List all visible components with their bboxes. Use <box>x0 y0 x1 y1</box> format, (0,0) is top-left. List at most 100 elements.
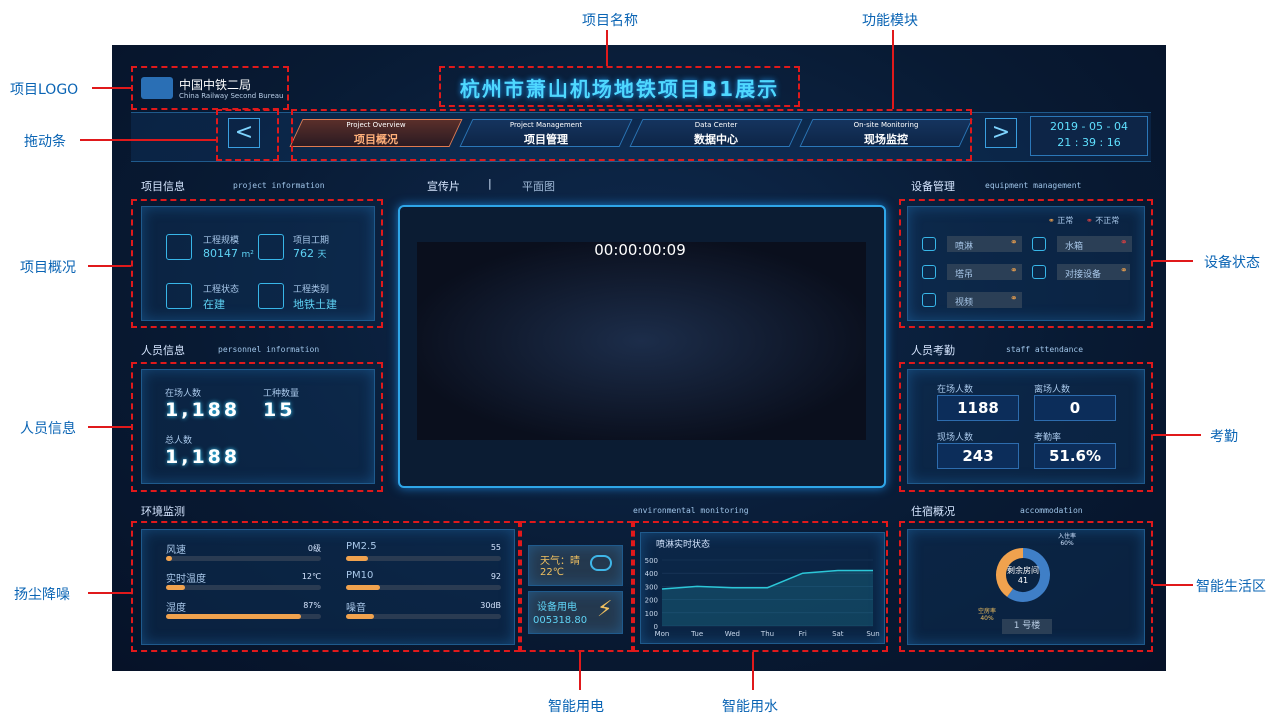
status-icon: ⚭ <box>1010 266 1018 276</box>
value: 地铁土建 <box>293 298 337 311</box>
legend-text: 不正常 <box>1095 216 1120 225</box>
date: 2019 - 05 - 04 <box>1050 120 1128 133</box>
equipment-label: 水箱 <box>1065 242 1084 252</box>
env-value: 87% <box>303 601 321 610</box>
logo-en: China Railway Second Bureau <box>179 92 284 100</box>
value: 15 <box>263 399 296 421</box>
env-track <box>346 614 501 619</box>
section-title: 项目信息 <box>141 180 185 193</box>
env-value: 30dB <box>480 601 501 610</box>
env-track <box>166 614 321 619</box>
env-fill <box>346 614 374 619</box>
equipment-icon <box>1032 265 1046 279</box>
weather: 天气：晴 <box>540 556 580 567</box>
x-tick-label: Sun <box>866 630 879 638</box>
power-value: 005318.80 <box>533 615 588 626</box>
y-tick-label: 500 <box>645 557 658 565</box>
equipment-icon <box>922 293 936 307</box>
attendance-label: 考勤率 <box>1034 433 1062 443</box>
equipment-label: 喷淋 <box>955 242 974 252</box>
annotation: 项目名称 <box>582 13 638 29</box>
legend-normal: ⚭ 正常 <box>1048 216 1074 225</box>
nav-prev[interactable]: < <box>228 118 260 148</box>
env-value: 12℃ <box>301 572 321 581</box>
leader <box>752 652 754 690</box>
y-tick-label: 100 <box>645 610 658 618</box>
label: 工程规模 <box>203 236 240 246</box>
status-icon: ⚭ <box>1120 266 1128 276</box>
segment-value: 60% <box>1060 540 1074 547</box>
nav-cn: 数据中心 <box>694 133 738 146</box>
annotation-box <box>439 66 800 107</box>
annotation-box <box>899 199 1153 328</box>
env-value: 0级 <box>307 544 321 553</box>
leader <box>579 652 581 690</box>
tab[interactable]: 平面图 <box>522 180 555 193</box>
nav-en: Data Center <box>694 121 738 129</box>
section-subtitle: staff attendance <box>1006 345 1084 354</box>
chart-title: 喷淋实时状态 <box>656 538 710 550</box>
attendance-value: 1188 <box>937 395 1019 421</box>
y-tick-label: 200 <box>645 597 658 605</box>
x-tick-label: Wed <box>725 630 740 638</box>
equipment-icon <box>922 265 936 279</box>
icon <box>258 283 284 309</box>
section-title: 人员考勤 <box>911 344 955 357</box>
leader <box>606 30 608 66</box>
env-value: 55 <box>490 543 501 552</box>
nav-cn: 项目概况 <box>354 133 398 146</box>
annotation: 智能生活区 <box>1196 579 1266 595</box>
label: 工程状态 <box>203 285 240 295</box>
leader <box>80 139 216 141</box>
env-fill <box>166 556 173 561</box>
annotation-box <box>131 362 383 492</box>
env-track <box>166 585 321 590</box>
annotation-box <box>633 521 888 652</box>
building-button[interactable]: 1 号楼 <box>1002 619 1052 634</box>
donut-segment <box>1007 548 1050 602</box>
leader <box>1153 260 1193 262</box>
leader <box>892 30 894 109</box>
tab-separator: | <box>488 177 492 190</box>
leader <box>92 87 131 89</box>
value: 1,188 <box>165 399 241 421</box>
section-title: 人员信息 <box>141 344 185 357</box>
video[interactable] <box>417 242 866 440</box>
leader <box>88 426 131 428</box>
power-card <box>528 591 623 634</box>
y-tick-label: 400 <box>645 570 658 578</box>
tab[interactable]: 宣传片 <box>427 180 460 193</box>
leader <box>88 265 131 267</box>
section-subtitle: accommodation <box>1020 506 1083 515</box>
attendance-value: 243 <box>937 443 1019 469</box>
attendance-label: 离场人数 <box>1034 385 1071 395</box>
icon <box>166 234 192 260</box>
env-fill <box>166 614 301 619</box>
x-tick-label: Fri <box>798 630 806 638</box>
panel <box>907 206 1145 321</box>
env-label: PM2.5 <box>346 541 377 552</box>
annotation-box <box>899 521 1153 652</box>
section-subtitle: project information <box>233 181 325 190</box>
equipment-chip <box>947 292 1022 308</box>
status-icon: ⚭ <box>1010 238 1018 248</box>
env-track <box>346 556 501 561</box>
center-label: 剩余房间 <box>1007 565 1039 575</box>
x-tick-label: Tue <box>690 630 703 638</box>
x-tick-label: Thu <box>760 630 774 638</box>
nav-en: Project Overview <box>346 121 406 129</box>
project-title: 杭州市萧山机场地铁项目B1展示 <box>459 77 780 101</box>
annotation: 设备状态 <box>1204 255 1260 271</box>
nav-next[interactable]: > <box>985 118 1017 148</box>
attendance-value: 0 <box>1034 395 1116 421</box>
leader <box>88 592 131 594</box>
icon <box>258 234 284 260</box>
annotation: 扬尘降噪 <box>14 587 70 603</box>
timecode: 00:00:00:09 <box>594 241 686 259</box>
nav-en: On-site Monitoring <box>853 121 919 129</box>
equipment-label: 对接设备 <box>1065 270 1102 280</box>
equipment-icon <box>922 237 936 251</box>
leader <box>1153 584 1193 586</box>
x-tick-label: Sat <box>832 630 844 638</box>
